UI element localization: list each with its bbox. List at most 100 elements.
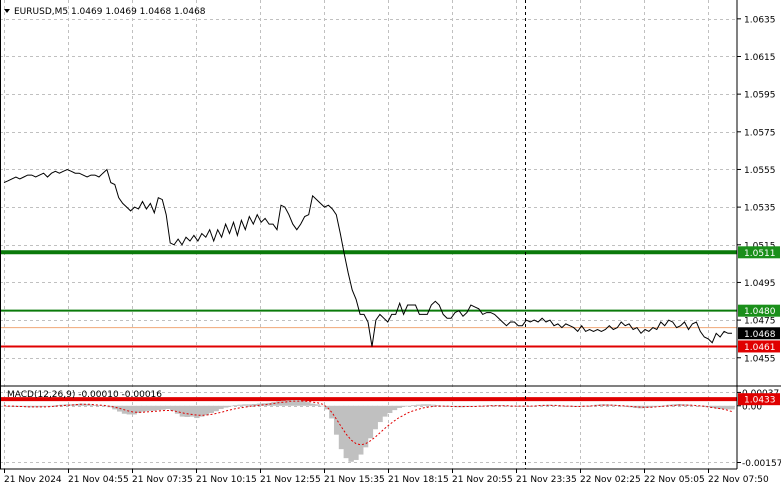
macd-histogram-bar (208, 405, 215, 414)
macd-histogram-bar (690, 405, 697, 406)
level-tag-support-lower (738, 393, 780, 406)
time-tick-label: 22 Nov 05:05 (644, 475, 705, 485)
macd-histogram-bar (223, 405, 229, 408)
level-tag-label-resistance-lower: 1.0480 (744, 307, 776, 317)
macd-histogram-bar (252, 403, 258, 406)
macd-histogram-bar (570, 405, 576, 407)
price-line (3, 168, 732, 347)
macd-histogram-bar (666, 404, 673, 406)
macd-histogram-bar (348, 405, 354, 462)
macd-histogram-bar (502, 405, 509, 406)
price-tick-label: 1.0615 (744, 53, 776, 63)
macd-histogram-bar (599, 404, 605, 406)
macd-histogram-bar (314, 404, 321, 406)
price-tick-label: 1.0575 (744, 128, 776, 138)
price-tick-label: 1.0495 (744, 279, 776, 289)
macd-histogram-bar (661, 405, 668, 406)
macd-histogram-bar (198, 405, 205, 417)
macd-histogram-bar (362, 405, 369, 448)
macd-histogram-bar (261, 403, 268, 406)
symbol-ohlc-label: EURUSD,M5 1.0469 1.0469 1.0468 1.0468 (14, 7, 206, 17)
macd-histogram-bar (136, 405, 142, 414)
macd-histogram-bar (165, 405, 171, 410)
level-tag-label-support-upper: 1.0461 (744, 343, 776, 353)
macd-histogram-bar (227, 405, 234, 407)
macd-histogram-bar (618, 405, 624, 407)
macd-histogram-bar (714, 405, 721, 409)
macd-indicator-label: MACD(12,26,9) -0.00010 -0.00016 (7, 390, 162, 400)
time-tick-label: 21 Nov 23:35 (516, 475, 577, 485)
macd-histogram-bar (150, 405, 157, 411)
time-tick-label: 21 Nov 20:55 (452, 475, 513, 485)
time-axis: 21 Nov 2024 21 Nov 04:55 21 Nov 07:35 21 No… (4, 469, 769, 485)
level-tag-label-support-lower: 1.0433 (744, 396, 776, 406)
macd-histogram-bar (382, 405, 388, 417)
level-tag-label-resistance-upper: 1.0511 (744, 249, 776, 259)
macd-histogram-bar (126, 405, 133, 415)
macd-histogram-bar (319, 405, 325, 407)
macd-histogram-bar (575, 405, 581, 407)
macd-histogram-bar (367, 405, 374, 439)
price-tick-label: 1.0475 (744, 317, 776, 327)
macd-tick-label: 0.00 (742, 402, 762, 412)
macd-histogram-bar (237, 404, 243, 406)
macd-histogram-bar (290, 400, 296, 406)
price-tick-label: 1.0455 (744, 354, 776, 364)
macd-histogram-bar (39, 405, 46, 407)
macd-histogram-bar (107, 405, 113, 408)
macd-histogram-bar (642, 405, 648, 408)
macd-histogram-bar (170, 405, 176, 411)
macd-histogram-bar (247, 404, 253, 406)
macd-histogram-bar (213, 405, 219, 412)
macd-histogram-bar (652, 405, 658, 407)
symbol-header: EURUSD,M5 1.0469 1.0469 1.0468 1.0468 (4, 7, 206, 17)
macd-signal-line (3, 400, 733, 446)
macd-histogram-bar (353, 405, 359, 460)
macd-histogram-bar (396, 405, 403, 408)
time-tick-label: 21 Nov 04:55 (68, 475, 129, 485)
macd-histogram-bar (68, 404, 75, 406)
macd-histogram-bar (647, 405, 653, 408)
dropdown-triangle-icon[interactable] (4, 9, 10, 13)
macd-histogram-bar (401, 405, 407, 407)
time-tick-label: 21 Nov 18:15 (388, 475, 449, 485)
macd-histogram-bar (358, 405, 364, 455)
macd-histogram-bar (531, 405, 538, 407)
macd-histogram-bar (555, 405, 562, 406)
time-tick-label: 21 Nov 2024 (4, 475, 62, 485)
level-tag-resistance-lower (738, 304, 780, 317)
macd-histogram-bar (333, 405, 340, 435)
macd-histogram-bar (430, 404, 436, 406)
macd-histogram-bar (483, 405, 489, 406)
macd-histogram-bar (88, 404, 94, 406)
level-tag-resistance-upper (738, 246, 780, 259)
macd-histogram-bar (218, 405, 224, 410)
price-tags: 1.0511 1.0480 1.0461 1.0433 1.0468 (738, 246, 780, 406)
macd-histogram-bar (280, 400, 287, 406)
macd-histogram-bar (194, 405, 200, 419)
macd-histogram-bar (20, 405, 26, 407)
macd-histogram-bar (372, 405, 378, 430)
macd-histogram-bar (425, 404, 431, 406)
time-tick-label: 22 Nov 07:50 (708, 475, 769, 485)
time-tick-label: 21 Nov 15:35 (324, 475, 385, 485)
macd-histogram-bar (179, 405, 186, 417)
macd-histogram-bar (521, 405, 528, 407)
macd-histogram-bar (145, 405, 152, 411)
price-axis: 1.0635 1.0615 1.0595 1.0575 1.0555 1.0535 1.05… (737, 15, 776, 364)
macd-histogram-bar (300, 400, 306, 406)
time-tick-label: 21 Nov 10:15 (196, 475, 257, 485)
macd-histogram-bar (324, 405, 330, 410)
macd-histogram-bar (719, 405, 726, 410)
macd-histogram-bar (305, 402, 311, 406)
macd-histogram-bar (160, 405, 166, 410)
macd-histogram-bar (309, 403, 316, 406)
macd-histogram-bar (406, 405, 412, 407)
macd-histogram-bar (54, 405, 60, 406)
price-grid (0, 0, 737, 469)
macd-histogram-bar (656, 405, 663, 407)
price-tick-label: 1.0535 (744, 204, 776, 214)
macd-histogram-bar (695, 405, 701, 407)
